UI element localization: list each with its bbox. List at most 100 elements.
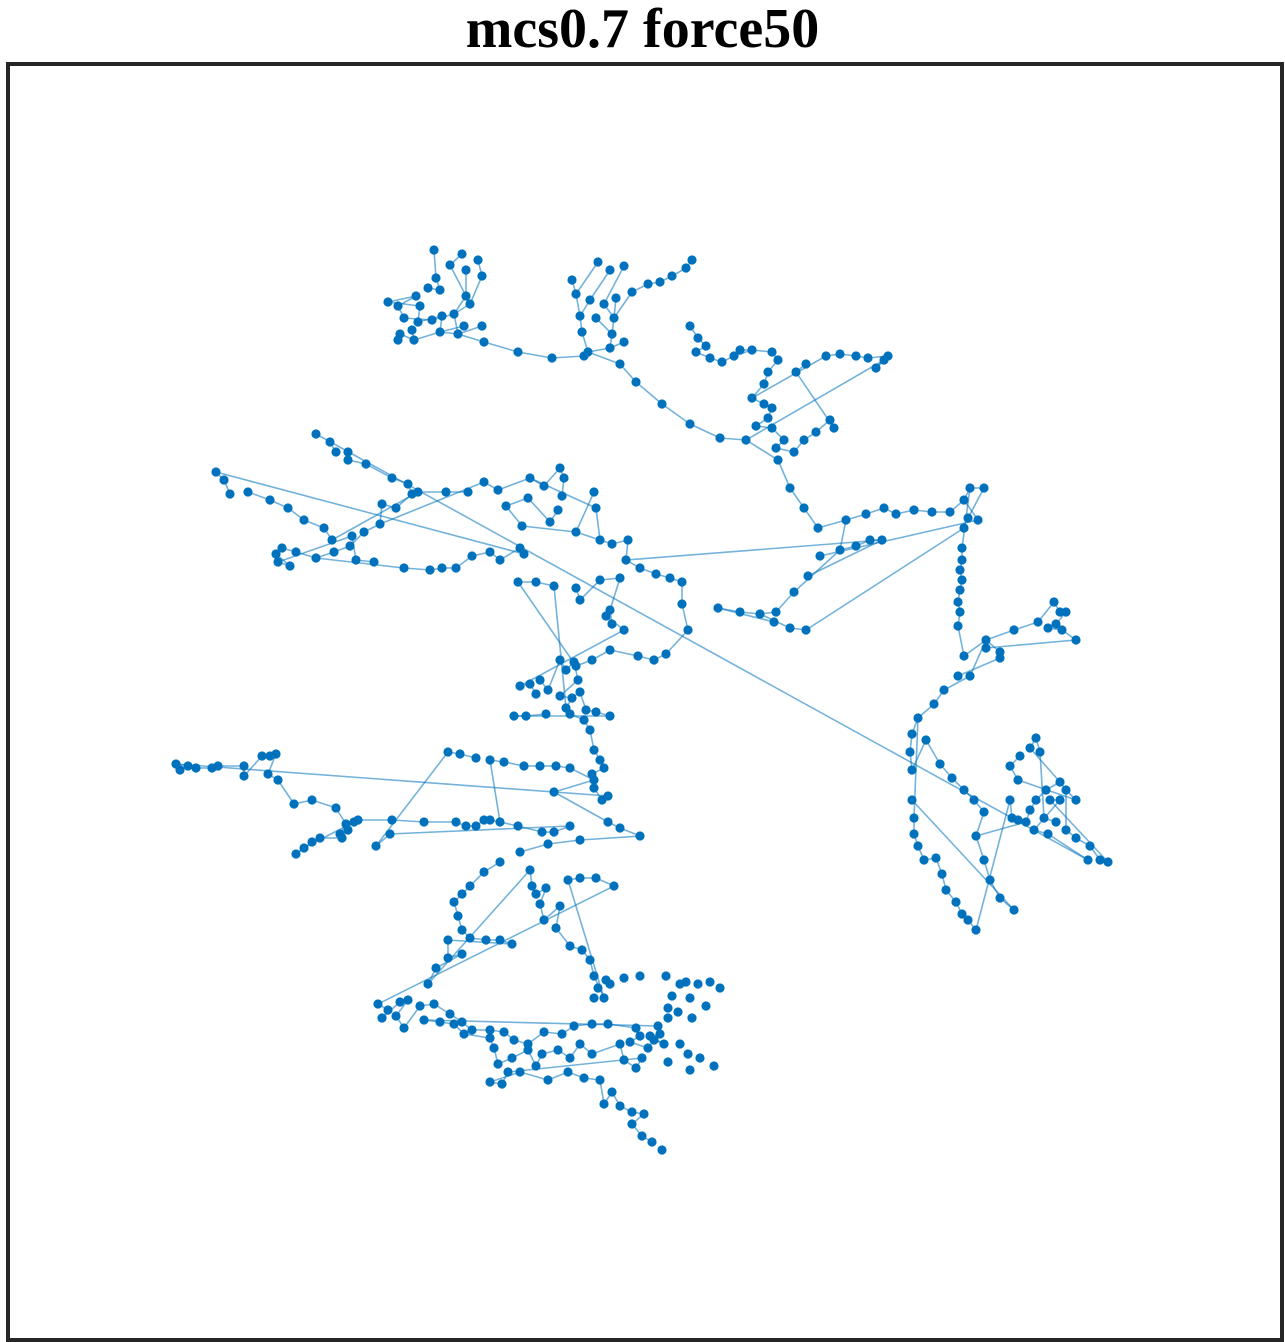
graph-node <box>605 645 615 655</box>
graph-node <box>1071 795 1081 805</box>
graph-node <box>663 1057 673 1067</box>
graph-node <box>525 473 535 483</box>
graph-node <box>951 897 961 907</box>
graph-node <box>635 831 645 841</box>
graph-node <box>225 489 235 499</box>
graph-node <box>479 867 489 877</box>
graph-node <box>525 679 535 689</box>
graph-node <box>565 821 575 831</box>
graph-node <box>1043 623 1053 633</box>
graph-node <box>499 1027 509 1037</box>
graph-node <box>449 309 459 319</box>
graph-node <box>567 693 577 703</box>
graph-node <box>595 755 605 765</box>
graph-node <box>1045 795 1055 805</box>
graph-node <box>553 505 563 515</box>
graph-node <box>455 749 465 759</box>
graph-node <box>577 327 587 337</box>
graph-node <box>331 803 341 813</box>
graph-node <box>773 455 783 465</box>
graph-node <box>581 705 591 715</box>
graph-node <box>453 329 463 339</box>
graph-node <box>589 971 599 981</box>
graph-node <box>575 595 585 605</box>
graph-node <box>683 1049 693 1059</box>
graph-node <box>645 1031 655 1041</box>
graph-node <box>785 623 795 633</box>
graph-node <box>621 555 631 565</box>
graph-node <box>495 935 505 945</box>
graph-edge <box>819 519 979 557</box>
graph-node <box>457 889 467 899</box>
graph-node <box>657 1145 667 1155</box>
graph-node <box>431 963 441 973</box>
graph-node <box>957 575 967 585</box>
graph-node <box>789 447 799 457</box>
graph-node <box>601 611 611 621</box>
graph-edge <box>331 491 419 541</box>
graph-edge <box>575 261 599 295</box>
graph-node <box>429 245 439 255</box>
graph-node <box>995 653 1005 663</box>
graph-node <box>1033 617 1043 627</box>
graph-node <box>1013 815 1023 825</box>
graph-node <box>399 1023 409 1033</box>
graph-node <box>811 427 821 437</box>
graph-node <box>851 541 861 551</box>
graph-node <box>591 873 601 883</box>
graph-node <box>501 501 511 511</box>
graph-node <box>485 1077 495 1087</box>
graph-node <box>955 607 965 617</box>
graph-node <box>435 327 445 337</box>
graph-node <box>331 447 341 457</box>
graph-node <box>579 1073 589 1083</box>
graph-edge <box>613 291 633 319</box>
graph-node <box>643 279 653 289</box>
graph-node <box>263 769 273 779</box>
graph-node <box>557 1029 567 1039</box>
graph-node <box>213 761 223 771</box>
graph-node <box>755 609 765 619</box>
graph-node <box>509 1035 519 1045</box>
graph-node <box>519 761 529 771</box>
graph-node <box>377 499 387 509</box>
graph-node <box>539 1027 549 1037</box>
graph-node <box>437 311 447 321</box>
graph-node <box>615 1039 625 1049</box>
graph-node <box>569 1021 579 1031</box>
graph-node <box>465 933 475 943</box>
graph-node <box>419 1015 429 1025</box>
graph-node <box>575 1039 585 1049</box>
graph-node <box>407 325 417 335</box>
graph-edge <box>519 1071 549 1081</box>
graph-node <box>931 853 941 863</box>
graph-edge <box>925 739 941 765</box>
graph-node <box>319 523 329 533</box>
graph-node <box>735 345 745 355</box>
graph-node <box>471 753 481 763</box>
graph-node <box>535 761 545 771</box>
graph-node <box>465 881 475 891</box>
graph-node <box>713 603 723 613</box>
graph-node <box>559 473 569 483</box>
graph-node <box>311 553 321 563</box>
graph-edge <box>661 403 691 425</box>
graph-node <box>375 519 385 529</box>
graph-node <box>459 321 469 331</box>
graph-node <box>655 1029 665 1039</box>
graph-node <box>717 357 727 367</box>
graph-node <box>607 1087 617 1097</box>
graph-node <box>913 841 923 851</box>
graph-edge <box>957 625 965 657</box>
graph-node <box>605 979 615 989</box>
graph-node <box>325 437 335 447</box>
graph-node <box>347 531 357 541</box>
graph-edge <box>547 659 561 691</box>
graph-node <box>583 347 593 357</box>
graph-node <box>1085 841 1095 851</box>
graph-edge <box>387 295 417 303</box>
graph-node <box>595 1075 605 1085</box>
graph-edge <box>277 779 295 805</box>
graph-node <box>575 873 585 883</box>
